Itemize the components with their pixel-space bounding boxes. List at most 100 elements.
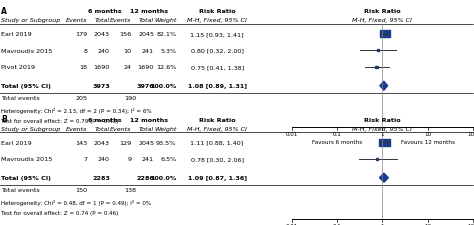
Text: Risk Ratio: Risk Ratio xyxy=(364,9,401,14)
Text: A: A xyxy=(1,7,7,16)
Text: 93.5%: 93.5% xyxy=(156,140,176,145)
Text: 6.5%: 6.5% xyxy=(160,157,176,162)
Text: 7: 7 xyxy=(84,157,88,162)
Bar xyxy=(375,66,378,68)
Text: 9: 9 xyxy=(128,157,132,162)
Text: 2283: 2283 xyxy=(92,176,110,180)
Text: 241: 241 xyxy=(142,49,154,54)
Text: Events: Events xyxy=(110,126,132,131)
Text: 0.80 [0.32, 2.00]: 0.80 [0.32, 2.00] xyxy=(191,49,244,54)
Text: 12 months: 12 months xyxy=(129,9,168,14)
Text: 1.08 [0.89, 1.31]: 1.08 [0.89, 1.31] xyxy=(188,84,246,89)
Text: Heterogeneity: Chi² = 0.48, df = 1 (P = 0.49); I² = 0%: Heterogeneity: Chi² = 0.48, df = 1 (P = … xyxy=(1,199,151,205)
Bar xyxy=(376,158,378,160)
Bar xyxy=(379,139,390,146)
Bar xyxy=(377,50,379,52)
Text: 2043: 2043 xyxy=(94,140,110,145)
Text: 1690: 1690 xyxy=(93,65,110,70)
Text: 10: 10 xyxy=(424,223,431,225)
Text: 82.1%: 82.1% xyxy=(156,32,176,37)
Text: Study or Subgroup: Study or Subgroup xyxy=(1,18,60,23)
Text: Weight: Weight xyxy=(154,126,176,131)
Text: 2045: 2045 xyxy=(138,140,154,145)
Bar xyxy=(380,31,391,38)
Text: 5.3%: 5.3% xyxy=(160,49,176,54)
Text: Risk Ratio: Risk Ratio xyxy=(199,117,236,122)
Text: 240: 240 xyxy=(98,157,110,162)
Text: 12 months: 12 months xyxy=(129,117,168,122)
Text: 2286: 2286 xyxy=(137,176,154,180)
Text: Events: Events xyxy=(66,18,88,23)
Text: Test for overall effect: Z = 0.79 (P = 0.43): Test for overall effect: Z = 0.79 (P = 0… xyxy=(1,118,118,123)
Text: Total: Total xyxy=(95,18,110,23)
Text: 0.01: 0.01 xyxy=(285,131,298,136)
Text: Events: Events xyxy=(110,18,132,23)
Text: Favours 6 months: Favours 6 months xyxy=(312,140,362,145)
Text: 6 months: 6 months xyxy=(88,9,121,14)
Text: 1690: 1690 xyxy=(137,65,154,70)
Text: 150: 150 xyxy=(75,187,88,192)
Text: 24: 24 xyxy=(124,65,132,70)
Text: Earl 2019: Earl 2019 xyxy=(1,32,32,37)
Text: Total: Total xyxy=(95,126,110,131)
Text: Heterogeneity: Chi² = 2.13, df = 2 (P = 0.34); I² = 6%: Heterogeneity: Chi² = 2.13, df = 2 (P = … xyxy=(1,107,152,113)
Text: 1.09 [0.87, 1.36]: 1.09 [0.87, 1.36] xyxy=(188,176,246,180)
Text: 205: 205 xyxy=(76,96,88,101)
Text: Mavroudis 2015: Mavroudis 2015 xyxy=(1,157,52,162)
Text: M-H, Fixed, 95% CI: M-H, Fixed, 95% CI xyxy=(187,126,247,131)
Text: 0.01: 0.01 xyxy=(285,223,298,225)
Text: Events: Events xyxy=(66,126,88,131)
Text: 0.1: 0.1 xyxy=(332,131,341,136)
Text: 100.0%: 100.0% xyxy=(150,84,176,89)
Text: M-H, Fixed, 95% CI: M-H, Fixed, 95% CI xyxy=(352,126,412,131)
Polygon shape xyxy=(380,82,388,91)
Text: 2043: 2043 xyxy=(94,32,110,37)
Text: 10: 10 xyxy=(124,49,132,54)
Text: 1.15 [0.93, 1.41]: 1.15 [0.93, 1.41] xyxy=(190,32,244,37)
Text: Total events: Total events xyxy=(1,96,40,101)
Text: 1.11 [0.88, 1.40]: 1.11 [0.88, 1.40] xyxy=(191,140,244,145)
Text: Risk Ratio: Risk Ratio xyxy=(199,9,236,14)
Text: Total (95% CI): Total (95% CI) xyxy=(1,176,51,180)
Text: B: B xyxy=(1,115,7,124)
Text: 100: 100 xyxy=(468,223,474,225)
Text: 6 months: 6 months xyxy=(88,117,121,122)
Text: 12.6%: 12.6% xyxy=(156,65,176,70)
Text: Earl 2019: Earl 2019 xyxy=(1,140,32,145)
Text: 240: 240 xyxy=(98,49,110,54)
Text: M-H, Fixed, 95% CI: M-H, Fixed, 95% CI xyxy=(187,18,247,23)
Text: 0.1: 0.1 xyxy=(332,223,341,225)
Text: 10: 10 xyxy=(424,131,431,136)
Text: 1: 1 xyxy=(381,223,384,225)
Text: Study or Subgroup: Study or Subgroup xyxy=(1,126,60,131)
Text: M-H, Fixed, 95% CI: M-H, Fixed, 95% CI xyxy=(352,18,412,23)
Text: Mavroudis 2015: Mavroudis 2015 xyxy=(1,49,52,54)
Text: Risk Ratio: Risk Ratio xyxy=(364,117,401,122)
Text: Test for overall effect: Z = 0.74 (P = 0.46): Test for overall effect: Z = 0.74 (P = 0… xyxy=(1,210,118,215)
Text: 3976: 3976 xyxy=(137,84,154,89)
Text: 1: 1 xyxy=(381,131,384,136)
Text: Total: Total xyxy=(139,18,154,23)
Text: Weight: Weight xyxy=(154,18,176,23)
Text: 100.0%: 100.0% xyxy=(150,176,176,180)
Text: 143: 143 xyxy=(75,140,88,145)
Text: 2045: 2045 xyxy=(138,32,154,37)
Text: 156: 156 xyxy=(119,32,132,37)
Text: Favours 12 months: Favours 12 months xyxy=(401,140,455,145)
Text: 241: 241 xyxy=(142,157,154,162)
Text: 100: 100 xyxy=(468,131,474,136)
Text: 3973: 3973 xyxy=(92,84,110,89)
Text: Total (95% CI): Total (95% CI) xyxy=(1,84,51,89)
Polygon shape xyxy=(380,173,388,182)
Text: 18: 18 xyxy=(80,65,88,70)
Text: 0.78 [0.30, 2.06]: 0.78 [0.30, 2.06] xyxy=(191,157,244,162)
Text: 129: 129 xyxy=(119,140,132,145)
Text: 179: 179 xyxy=(75,32,88,37)
Text: 0.75 [0.41, 1.38]: 0.75 [0.41, 1.38] xyxy=(191,65,244,70)
Text: 8: 8 xyxy=(84,49,88,54)
Text: Total: Total xyxy=(139,126,154,131)
Text: Pivot 2019: Pivot 2019 xyxy=(1,65,35,70)
Text: 190: 190 xyxy=(124,96,137,101)
Text: 138: 138 xyxy=(125,187,137,192)
Text: Total events: Total events xyxy=(1,187,40,192)
